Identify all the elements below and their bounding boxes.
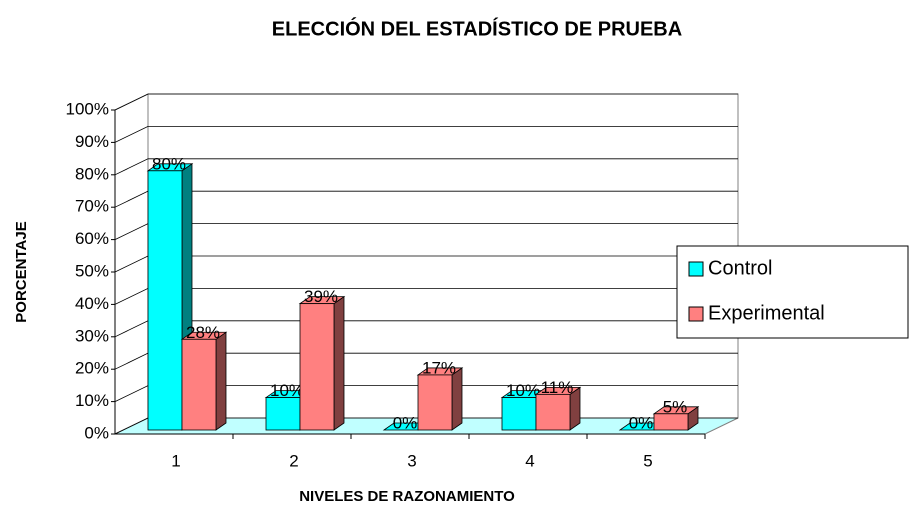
bar bbox=[417, 374, 453, 431]
grid-line bbox=[114, 158, 738, 176]
x-tick-label: 5 bbox=[643, 451, 652, 470]
legend-label: Experimental bbox=[708, 302, 825, 324]
y-tick-label: 40% bbox=[75, 294, 109, 313]
legend-swatch bbox=[688, 306, 704, 322]
data-label: 17% bbox=[422, 358, 456, 377]
bar bbox=[181, 338, 217, 431]
data-label: 10% bbox=[270, 381, 304, 400]
bar bbox=[265, 397, 301, 431]
y-tick-label: 80% bbox=[75, 164, 109, 183]
grid-line bbox=[114, 93, 738, 111]
y-tick-label: 20% bbox=[75, 359, 109, 378]
bar bbox=[147, 170, 183, 431]
y-tick-label: 50% bbox=[75, 261, 109, 280]
y-tick-label: 10% bbox=[75, 391, 109, 410]
data-label: 39% bbox=[304, 287, 338, 306]
data-label: 0% bbox=[629, 413, 654, 432]
bar bbox=[653, 413, 689, 431]
x-axis-label: NIVELES DE RAZONAMIENTO bbox=[299, 488, 515, 505]
legend-swatch bbox=[688, 261, 704, 277]
data-label: 28% bbox=[186, 323, 220, 342]
chart-title: ELECCIÓN DEL ESTADÍSTICO DE PRUEBA bbox=[272, 16, 682, 40]
y-tick-label: 100% bbox=[66, 99, 109, 118]
bar bbox=[299, 303, 335, 431]
data-label: 0% bbox=[393, 413, 418, 432]
legend-box bbox=[676, 245, 909, 339]
legend-label: Control bbox=[708, 257, 772, 279]
y-tick-label: 60% bbox=[75, 229, 109, 248]
bar bbox=[501, 397, 537, 431]
bar bbox=[535, 393, 571, 431]
x-tick-label: 4 bbox=[525, 451, 534, 470]
y-tick-label: 70% bbox=[75, 197, 109, 216]
data-label: 80% bbox=[152, 154, 186, 173]
data-label: 11% bbox=[541, 378, 574, 397]
y-tick-label: 90% bbox=[75, 132, 109, 151]
x-tick-label: 2 bbox=[289, 451, 298, 470]
data-label: 5% bbox=[663, 397, 688, 416]
y-axis-label: PORCENTAJE bbox=[13, 221, 30, 322]
bar-side bbox=[215, 331, 227, 431]
x-tick-label: 1 bbox=[171, 451, 180, 470]
data-label: 10% bbox=[506, 381, 540, 400]
y-tick-label: 0% bbox=[84, 423, 109, 442]
grid-line bbox=[114, 126, 738, 143]
x-tick-label: 3 bbox=[407, 451, 416, 470]
bar-side bbox=[333, 295, 345, 431]
y-tick-label: 30% bbox=[75, 326, 109, 345]
